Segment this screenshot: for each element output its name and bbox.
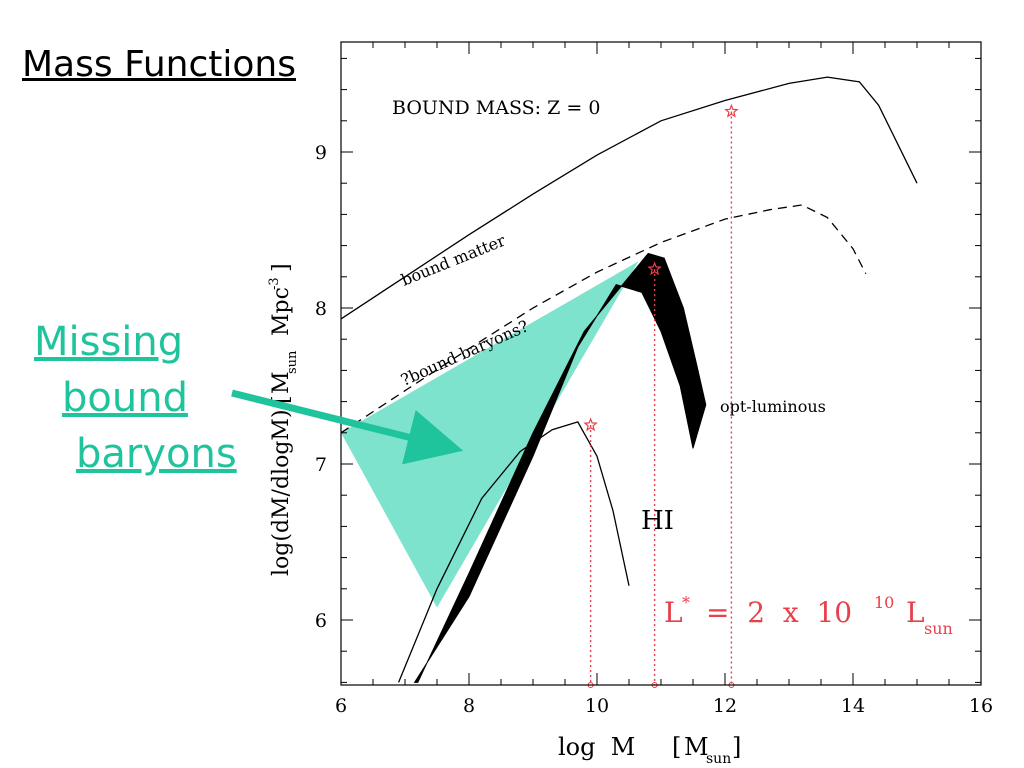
y-axis-label-unit-rest: Mpc xyxy=(269,287,294,336)
y-axis-label-bracket-close: ] xyxy=(269,263,294,272)
x-axis-label-unit-sub: sun xyxy=(706,751,731,767)
x-axis-label-bracket-close: ] xyxy=(732,733,741,761)
lstar-star: * xyxy=(682,593,690,612)
missing-baryons-region xyxy=(341,261,639,608)
x-axis-label-bracket-open: [ xyxy=(672,733,681,761)
star-marker-0 xyxy=(583,417,598,432)
series-line-0 xyxy=(340,76,918,320)
series-group xyxy=(340,76,918,683)
lstar-exp: 10 xyxy=(874,593,894,612)
x-tick-label-5: 16 xyxy=(969,695,993,717)
callout-arrow xyxy=(231,389,464,465)
ticks-group: 6 8 10 12 14 16 6 7 8 9 xyxy=(315,42,993,717)
x-tick-label-2: 10 xyxy=(585,695,609,717)
x-axis-label-main: log M xyxy=(558,733,635,761)
chart-title: BOUND MASS: Z = 0 xyxy=(392,97,600,119)
slide-title: Mass Functions xyxy=(22,44,296,85)
lstar-sub: sun xyxy=(924,619,953,638)
x-tick-label-0: 6 xyxy=(335,695,347,717)
callout-line-2: bound xyxy=(62,375,188,421)
x-axis-label-unit: M xyxy=(684,733,709,761)
lstar-unit: L xyxy=(906,596,925,629)
lstar-eq: = 2 x 10 xyxy=(706,596,852,629)
label-hi: HI xyxy=(641,506,674,536)
callout-line-3: baryons xyxy=(76,431,237,477)
y-axis-label: log(dM/dlogM) [ M sun Mpc -3 ] xyxy=(267,263,300,576)
star-marker-1 xyxy=(647,261,662,276)
lstar-annotation: L * = 2 x 10 10 L sun xyxy=(664,593,953,638)
x-tick-label-1: 8 xyxy=(463,695,475,717)
y-axis-label-unit-sub: sun xyxy=(285,350,300,374)
x-tick-label-4: 14 xyxy=(841,695,865,717)
y-axis-label-unit: M xyxy=(269,371,294,394)
label-opt-luminous: opt-luminous xyxy=(720,397,826,416)
series-line-2 xyxy=(397,421,630,683)
y-tick-label-1: 7 xyxy=(315,454,327,476)
x-tick-label-3: 12 xyxy=(713,695,737,717)
y-tick-label-3: 9 xyxy=(315,142,327,164)
y-axis-label-main: log(dM/dlogM) xyxy=(269,409,294,576)
label-bound-matter: bound matter xyxy=(398,231,508,290)
x-axis-label: log M [ M sun ] xyxy=(558,733,741,767)
y-tick-label-0: 6 xyxy=(315,610,327,632)
series-line-1 xyxy=(340,204,867,434)
star-marker-2 xyxy=(724,103,739,118)
y-axis-label-bracket-open: [ xyxy=(269,395,294,404)
droplines-group xyxy=(589,111,733,685)
y-axis-label-unit-sup: -3 xyxy=(267,277,282,290)
y-tick-label-2: 8 xyxy=(315,298,327,320)
callout-line-1: Missing xyxy=(34,319,184,365)
lstar-main: L xyxy=(664,596,683,629)
missing-baryons-triangle xyxy=(341,261,639,608)
